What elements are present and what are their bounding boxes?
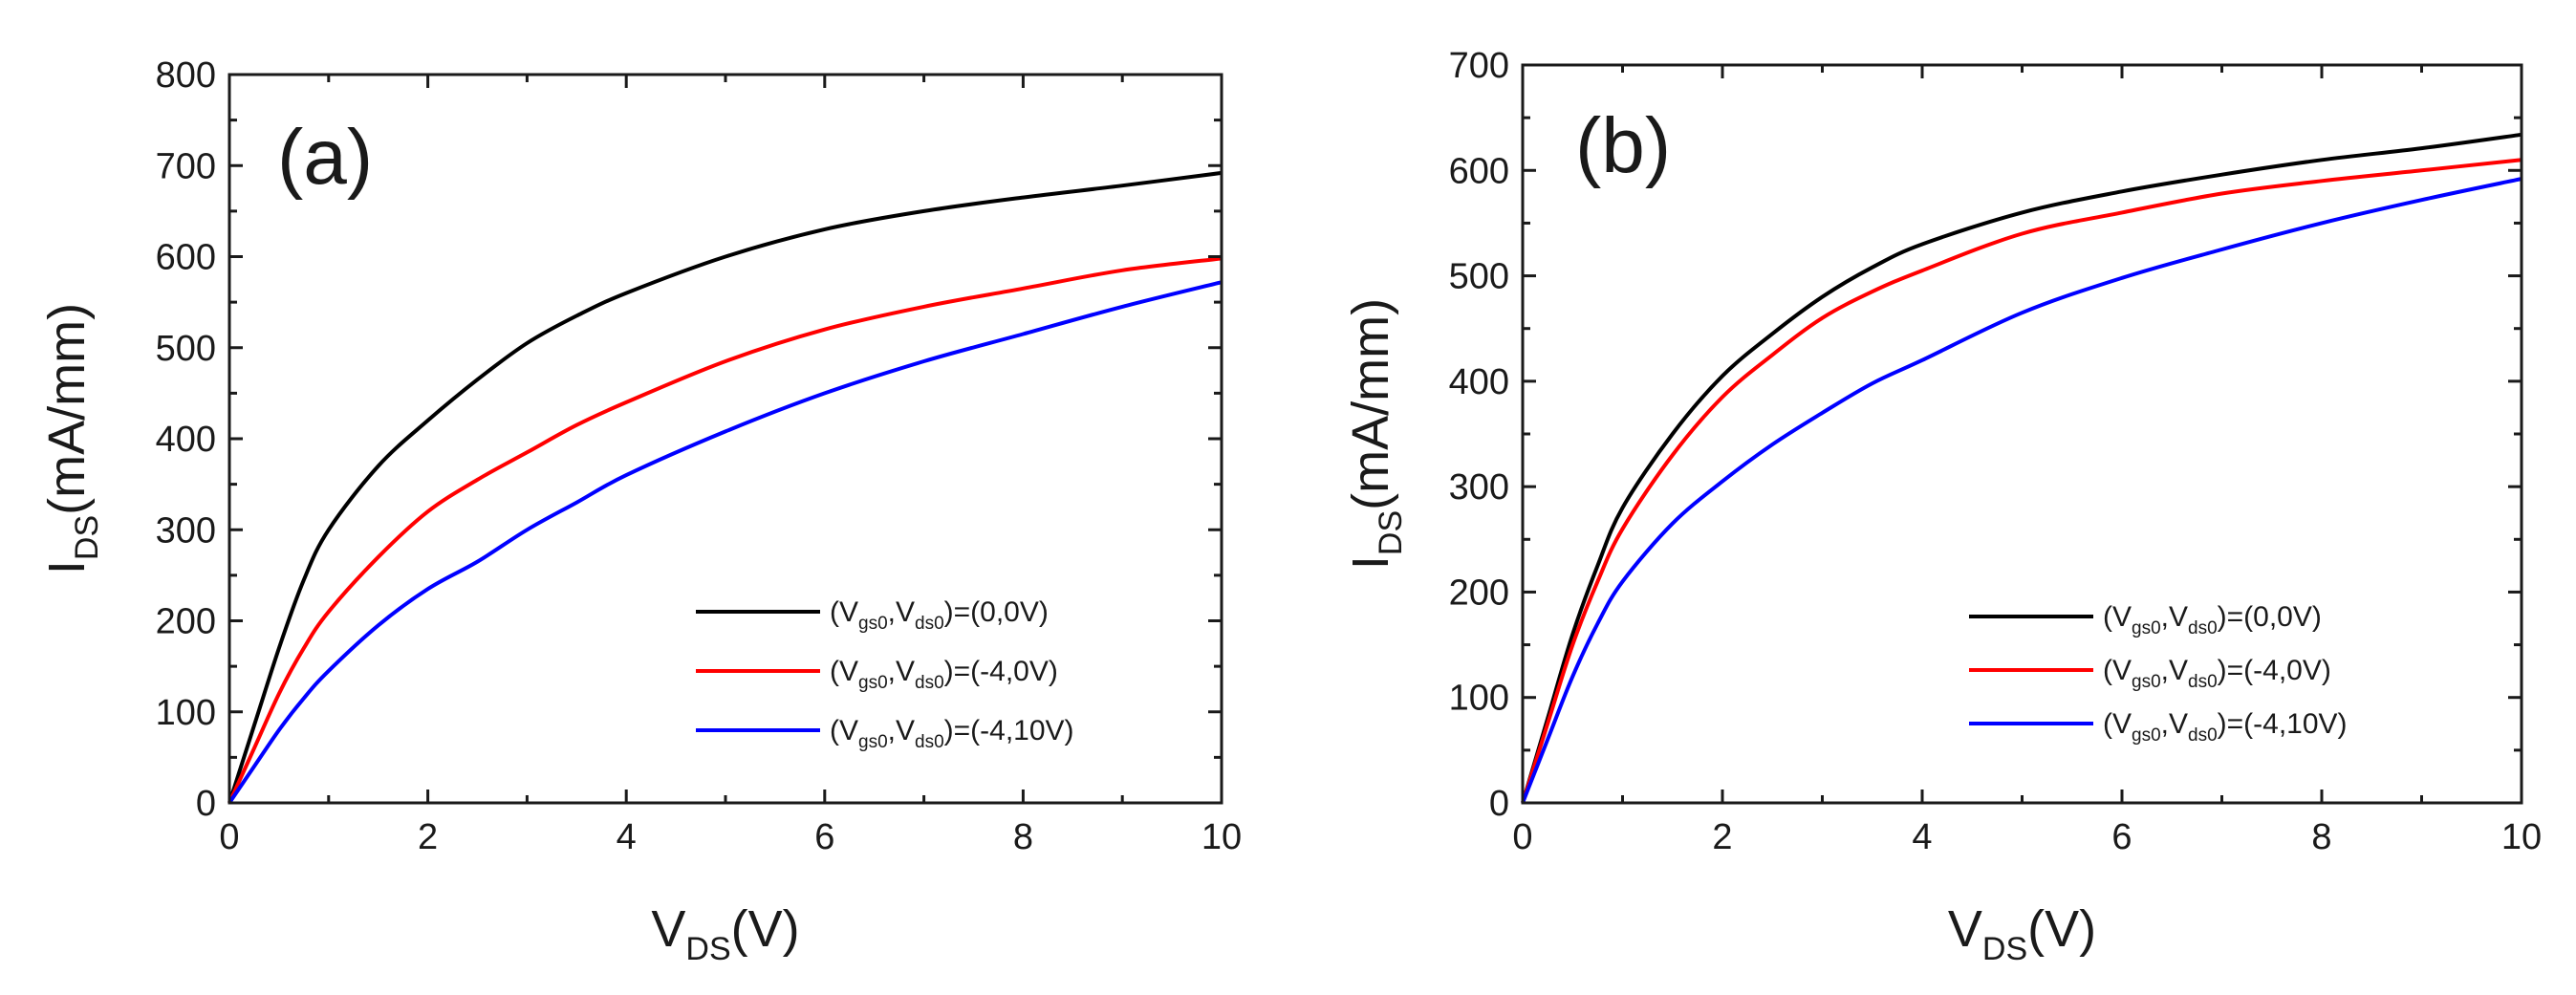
legend-text: (V (2103, 601, 2132, 633)
legend-text: )=(-4,10V) (944, 715, 1074, 746)
y-tick-label: 500 (1449, 257, 1509, 297)
legend-subscript: ds0 (2188, 672, 2218, 692)
legend-text: (V (830, 715, 858, 746)
y-tick-label: 600 (1449, 151, 1509, 191)
x-axis-label-unit: (V) (2027, 900, 2096, 958)
legend-subscript: ds0 (915, 732, 944, 752)
series-line-1 (227, 256, 1223, 804)
x-tick-label: 2 (418, 817, 438, 857)
y-axis-label: IDS(mA/mm) (1342, 298, 1409, 570)
legend-text: (V (830, 596, 858, 628)
x-axis-label-sub: DS (1982, 931, 2027, 967)
x-tick-label: 10 (1201, 817, 1242, 857)
y-axis-label-unit: (mA/mm) (38, 303, 96, 515)
legend-subscript: gs0 (858, 732, 888, 752)
legend-text: ,V (888, 715, 915, 746)
y-tick-label: 800 (156, 55, 216, 96)
y-tick-label: 300 (156, 510, 216, 551)
legend-text: ,V (888, 656, 915, 687)
y-tick-label: 300 (1449, 467, 1509, 508)
x-tick-label: 0 (219, 817, 239, 857)
y-tick-label: 500 (156, 329, 216, 369)
y-tick-label: 700 (1449, 46, 1509, 86)
y-tick-label: 0 (1489, 784, 1509, 824)
legend-subscript: ds0 (915, 614, 944, 634)
panel-label: (b) (1575, 102, 1671, 189)
legend-text: ,V (2161, 601, 2188, 633)
x-axis-label-unit: (V) (731, 900, 800, 958)
series-line-2 (1521, 177, 2522, 804)
y-tick-label: 0 (196, 784, 216, 824)
legend: (Vgs0,Vds0)=(0,0V)(Vgs0,Vds0)=(-4,0V)(Vg… (1969, 601, 2348, 746)
y-axis-label-unit: (mA/mm) (1342, 298, 1399, 510)
x-axis-label-main: V (651, 900, 685, 958)
x-tick-label: 8 (1013, 817, 1033, 857)
y-axis-label-sub: DS (1373, 510, 1409, 555)
series-line-0 (227, 170, 1223, 804)
x-tick-label: 0 (1512, 817, 1532, 857)
legend-subscript: ds0 (2188, 618, 2218, 638)
y-tick-label: 600 (156, 238, 216, 278)
x-tick-label: 4 (617, 817, 637, 857)
legend: (Vgs0,Vds0)=(0,0V)(Vgs0,Vds0)=(-4,0V)(Vg… (696, 596, 1074, 752)
y-axis-label-main: I (1342, 555, 1399, 570)
series-line-1 (1521, 158, 2522, 804)
y-axis-label: IDS(mA/mm) (38, 303, 105, 574)
legend-subscript: gs0 (858, 673, 888, 693)
legend-text: ,V (2161, 655, 2188, 686)
x-tick-label: 4 (1912, 817, 1932, 857)
x-axis-label-main: V (1948, 900, 1982, 958)
legend-subscript: gs0 (2132, 672, 2161, 692)
series-lines (227, 170, 1223, 805)
legend-text: )=(-4,10V) (2218, 708, 2348, 740)
legend-text: )=(-4,0V) (2218, 655, 2331, 686)
panel-label: (a) (277, 114, 373, 201)
y-tick-label: 200 (156, 602, 216, 642)
series-lines (1521, 132, 2522, 804)
legend-text: )=(0,0V) (944, 596, 1049, 628)
legend-entry: (Vgs0,Vds0)=(-4,10V) (2103, 708, 2348, 746)
plot-frame (227, 73, 1223, 805)
x-axis-label-sub: DS (685, 931, 730, 967)
panel-b: 0 2 4 6 8 100100200300400500600700(b)VDS(V)ID… (1342, 46, 2542, 967)
legend-entry: (Vgs0,Vds0)=(0,0V) (2103, 601, 2322, 638)
legend-text: )=(0,0V) (2218, 601, 2322, 633)
series-line-2 (227, 280, 1223, 805)
legend-text: )=(-4,0V) (944, 656, 1058, 687)
legend-text: (V (2103, 655, 2132, 686)
legend-text: (V (2103, 708, 2132, 740)
legend-entry: (Vgs0,Vds0)=(-4,0V) (2103, 655, 2331, 692)
y-tick-label: 100 (1449, 679, 1509, 719)
x-axis-label: VDS(V) (1948, 900, 2096, 967)
y-tick-label: 700 (156, 146, 216, 186)
legend-subscript: gs0 (2132, 618, 2161, 638)
y-tick-label: 100 (156, 693, 216, 733)
series-line-0 (1521, 132, 2522, 804)
x-tick-label: 10 (2501, 817, 2542, 857)
x-tick-label: 8 (2311, 817, 2331, 857)
panel-a: 0 2 4 6 8 100100200300400500600700800(a)VDS(V… (38, 55, 1242, 967)
legend-entry: (Vgs0,Vds0)=(-4,0V) (830, 656, 1058, 693)
x-axis-label: VDS(V) (651, 900, 799, 967)
legend-subscript: ds0 (915, 673, 944, 693)
y-axis-label-main: I (38, 560, 96, 574)
legend-entry: (Vgs0,Vds0)=(0,0V) (830, 596, 1049, 634)
legend-subscript: ds0 (2188, 725, 2218, 746)
legend-entry: (Vgs0,Vds0)=(-4,10V) (830, 715, 1074, 752)
legend-subscript: gs0 (2132, 725, 2161, 746)
x-tick-label: 6 (2111, 817, 2132, 857)
legend-text: ,V (2161, 708, 2188, 740)
y-tick-label: 400 (1449, 362, 1509, 402)
legend-subscript: gs0 (858, 614, 888, 634)
y-axis-label-sub: DS (69, 515, 105, 560)
y-tick-label: 200 (1449, 573, 1509, 613)
legend-text: ,V (888, 596, 915, 628)
x-tick-label: 2 (1712, 817, 1732, 857)
y-tick-label: 400 (156, 420, 216, 460)
x-tick-label: 6 (814, 817, 834, 857)
legend-text: (V (830, 656, 858, 687)
